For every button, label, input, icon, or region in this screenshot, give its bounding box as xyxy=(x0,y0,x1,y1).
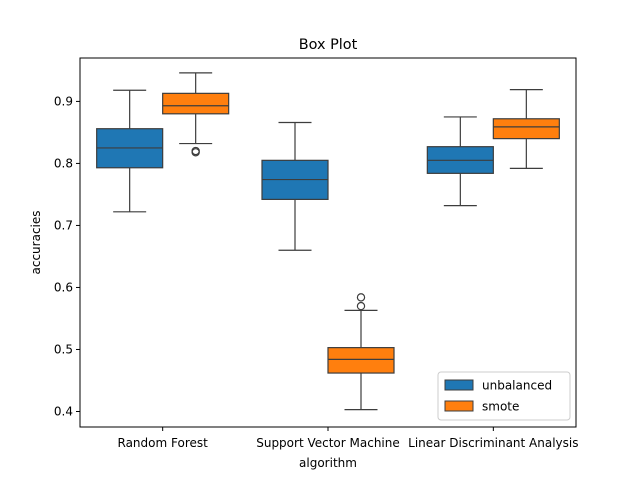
y-tick-label: 0.9 xyxy=(54,94,73,108)
box-unbalanced xyxy=(96,89,164,213)
plot-frame xyxy=(79,57,577,428)
box-smote xyxy=(327,293,395,411)
box-body xyxy=(327,347,395,374)
box-smote xyxy=(162,72,230,157)
y-tick-label: 0.8 xyxy=(54,156,73,170)
outlier-point xyxy=(191,146,200,156)
x-tick-label: Support Vector Machine xyxy=(256,436,400,450)
box-body xyxy=(492,118,560,140)
y-tick-label: 0.6 xyxy=(54,280,73,294)
legend-swatch-smote xyxy=(444,400,474,412)
y-tick-label: 0.7 xyxy=(54,218,73,232)
outlier-point xyxy=(356,301,366,311)
legend: unbalanced smote xyxy=(437,371,571,421)
box-smote xyxy=(492,89,560,169)
box-body xyxy=(162,92,230,115)
y-axis: 0.4 0.5 0.6 0.7 0.8 0.9 xyxy=(54,94,80,418)
x-tick-label: Linear Discriminant Analysis xyxy=(408,436,578,450)
legend-label-unbalanced: unbalanced xyxy=(482,379,552,393)
x-axis-label: algorithm xyxy=(299,456,357,470)
plot-area xyxy=(96,72,560,411)
y-tick-label: 0.4 xyxy=(54,404,73,418)
y-tick-label: 0.5 xyxy=(54,342,73,356)
x-tick-label: Random Forest xyxy=(118,436,209,450)
box-unbalanced xyxy=(261,121,329,251)
chart-title: Box Plot xyxy=(299,37,358,53)
legend-label-smote: smote xyxy=(482,400,519,414)
y-axis-label: accuracies xyxy=(29,210,43,274)
legend-swatch-unbalanced xyxy=(444,379,474,391)
box-unbalanced xyxy=(426,116,494,207)
x-axis: Random Forest Support Vector Machine Linea… xyxy=(118,427,579,450)
outlier-point xyxy=(356,293,366,302)
